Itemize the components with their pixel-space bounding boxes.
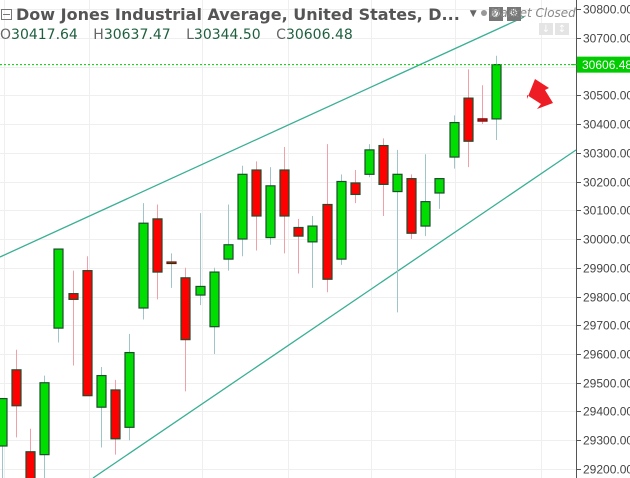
price-tick-label: 30500.00 — [583, 89, 630, 103]
trendlines[interactable] — [0, 16, 577, 478]
candle — [322, 144, 333, 293]
open-label: O — [0, 27, 12, 43]
candle — [279, 147, 290, 254]
price-tick-label: 30300.00 — [583, 147, 630, 161]
price-tick-label: 29300.00 — [583, 434, 630, 448]
price-tick-label: 30400.00 — [583, 118, 630, 132]
price-tick-label: 29200.00 — [583, 463, 630, 477]
candle — [364, 144, 375, 178]
candle — [0, 397, 8, 478]
price-tick-label: 30700.00 — [583, 32, 630, 46]
candle — [378, 138, 389, 216]
chart-title[interactable]: Dow Jones Industrial Average, United Sta… — [16, 4, 460, 24]
candle — [251, 161, 262, 251]
dropdown-caret-icon[interactable]: ▼ — [469, 9, 477, 19]
candle — [406, 174, 417, 239]
ohlc-values: O30417.64 H30637.47 L30344.50 C30606.48 — [0, 27, 364, 43]
scale-buttons: ↓ ↕ — [539, 23, 569, 35]
candle — [420, 154, 431, 237]
candle — [463, 69, 474, 168]
price-tick-label: 30200.00 — [583, 176, 630, 190]
price-tick-label: 30800.00 — [583, 3, 630, 17]
candle — [82, 256, 93, 397]
candle — [180, 267, 191, 392]
grid — [0, 0, 576, 478]
candle — [195, 213, 206, 306]
price-tick-label: 29400.00 — [583, 405, 630, 419]
last-price-label: 30606.48 — [582, 58, 630, 72]
high-value: 30637.47 — [103, 27, 171, 43]
close-label: C — [276, 27, 286, 43]
candle — [11, 349, 22, 438]
candle — [68, 270, 79, 366]
price-tick-label: 30000.00 — [583, 233, 630, 247]
low-label: L — [186, 27, 194, 43]
candles — [0, 55, 502, 478]
candle — [223, 204, 234, 271]
candle — [477, 85, 488, 124]
candle — [237, 165, 248, 257]
candle — [53, 248, 64, 343]
candle — [25, 428, 36, 478]
collapse-icon[interactable] — [1, 8, 12, 20]
open-value: 30417.64 — [11, 27, 78, 43]
high-label: H — [93, 27, 104, 43]
gear-icon[interactable]: ⚙ — [506, 7, 521, 21]
candle — [152, 204, 163, 300]
candle — [138, 203, 149, 320]
candle — [392, 149, 403, 313]
candle — [434, 178, 445, 209]
candle — [293, 218, 304, 274]
candle — [491, 55, 502, 140]
price-tick-label: 30100.00 — [583, 204, 630, 218]
last-price-tag: 30606.48 — [571, 56, 630, 73]
low-value: 30344.50 — [193, 27, 261, 43]
close-value: 30606.48 — [285, 27, 353, 43]
red-up-arrow-icon[interactable] — [527, 79, 553, 109]
candle — [39, 375, 50, 478]
upper-channel-trendline[interactable] — [0, 16, 525, 258]
candle — [166, 253, 177, 288]
candle — [350, 170, 361, 204]
candle — [336, 174, 347, 265]
chart-header: Dow Jones Industrial Average, United Sta… — [0, 3, 521, 25]
market-status-text: Market Closed — [490, 6, 576, 20]
candle — [124, 333, 135, 441]
price-tick-label: 29700.00 — [583, 319, 630, 333]
arrows-vertical-icon[interactable]: ↕ — [555, 23, 569, 35]
candle — [209, 267, 220, 354]
eye-icon[interactable]: ◉ — [488, 7, 503, 21]
candle — [265, 167, 276, 245]
arrow-down-icon[interactable]: ↓ — [539, 23, 553, 35]
price-tick-label: 29500.00 — [583, 377, 630, 391]
lower-channel-trendline[interactable] — [92, 149, 577, 478]
price-tick-label: 29900.00 — [583, 262, 630, 276]
price-axis[interactable]: 30800.00 30700.00 30500.00 30400.00 30300.00… — [576, 3, 630, 477]
candle — [96, 366, 107, 448]
price-tick-label: 29800.00 — [583, 291, 630, 305]
market-status: Market Closed — [481, 6, 576, 20]
candle — [307, 216, 318, 288]
status-dot-icon — [481, 10, 487, 16]
candle — [449, 115, 460, 169]
candle — [110, 379, 121, 455]
price-tick-label: 29600.00 — [583, 348, 630, 362]
